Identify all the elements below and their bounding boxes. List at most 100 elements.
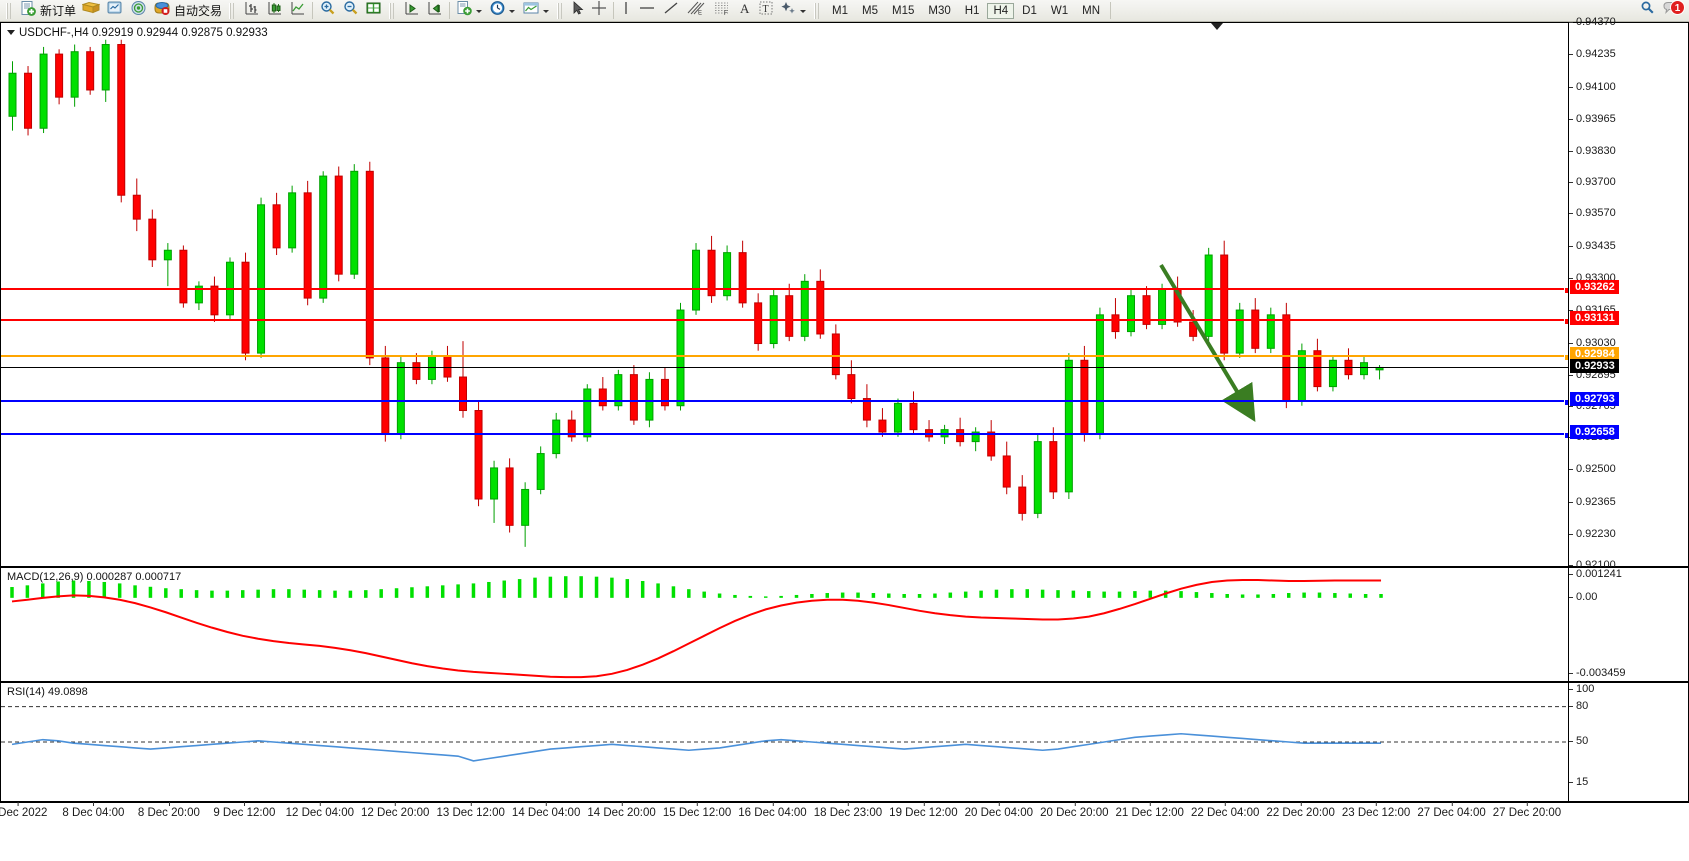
clock-icon [489, 0, 506, 21]
price-line-resistance[interactable] [1, 318, 1568, 326]
chart-end-button[interactable] [423, 1, 446, 21]
bar-chart-button[interactable] [240, 1, 263, 21]
trend-line-button[interactable] [659, 1, 683, 21]
templates-icon [522, 0, 540, 21]
macd-pane[interactable]: MACD(12,26,9) 0.000287 0.000717 0.001241… [0, 567, 1689, 682]
price-tag-support[interactable]: 0.92793 [1570, 392, 1619, 407]
price-tag-pivot[interactable]: 0.92984 [1570, 346, 1619, 361]
macd-plot[interactable] [1, 568, 1568, 681]
timeframe-group: M1 M5 M15 M30 H1 H4 D1 W1 MN [825, 2, 1107, 19]
chat-button[interactable]: 1 [1659, 0, 1685, 21]
rsi-plot[interactable] [1, 683, 1568, 801]
toolbar-grip-2[interactable] [229, 2, 237, 19]
chart-area[interactable]: USDCHF-,H4 0.92919 0.92944 0.92875 0.929… [0, 16, 1689, 861]
price-line-handle[interactable] [1564, 431, 1568, 439]
price-line-pivot[interactable] [1, 353, 1568, 361]
chevron-down-icon[interactable] [475, 2, 483, 20]
timeframe-d1[interactable]: D1 [1022, 4, 1037, 17]
price-tag-resistance[interactable]: 0.93262 [1570, 280, 1619, 295]
price-plot[interactable] [1, 23, 1568, 566]
price-line-handle[interactable] [1564, 353, 1568, 361]
search-button[interactable] [1636, 1, 1659, 21]
cursor-tool-button[interactable] [568, 1, 588, 21]
zoom-out-button[interactable] [339, 1, 362, 21]
timeframe-h1[interactable]: H1 [964, 4, 980, 17]
zoom-out-icon [342, 0, 359, 21]
rsi-tick: 15 [1569, 776, 1588, 788]
horizontal-line-icon [638, 0, 656, 21]
price-tag-support[interactable]: 0.92658 [1570, 424, 1619, 439]
time-tick: 12 Dec 04:00 [285, 802, 355, 819]
fibonacci-button[interactable]: F [709, 1, 735, 21]
timeframe-w1[interactable]: W1 [1050, 4, 1069, 17]
price-tag-current-price[interactable]: 0.92933 [1570, 358, 1619, 373]
time-tick: 22 Dec 04:00 [1190, 802, 1260, 819]
horizontal-line-button[interactable] [635, 1, 659, 21]
candle-chart-button[interactable] [263, 1, 286, 21]
price-tick: 0.93030 [1569, 337, 1616, 349]
equidistant-channel-button[interactable]: E [683, 1, 709, 21]
crosshair-tool-button[interactable] [588, 1, 610, 21]
text-button[interactable]: A [735, 1, 755, 21]
new-order-button[interactable]: 新订单 [17, 0, 79, 21]
price-line-handle[interactable] [1564, 287, 1568, 295]
add-indicator-icon [456, 0, 473, 21]
time-axis[interactable]: 7 Dec 2022 8 Dec 04:00 8 Dec 20:00 9 Dec 12… [0, 802, 1689, 825]
price-line-handle[interactable] [1564, 318, 1568, 326]
line-chart-button[interactable] [286, 1, 309, 21]
cursor-icon [571, 0, 585, 21]
time-tick: 27 Dec 04:00 [1417, 802, 1486, 819]
price-line-handle[interactable] [1564, 399, 1568, 407]
toolbar-grip-4[interactable] [557, 2, 565, 19]
toolbar-grip-5[interactable] [814, 2, 822, 19]
chevron-down-icon-3[interactable] [542, 2, 550, 20]
rsi-pane[interactable]: RSI(14) 49.0898 100 80 50 15 [0, 682, 1689, 802]
timeframe-m5[interactable]: M5 [862, 4, 878, 17]
price-axis[interactable]: 0.94370 0.94235 0.94100 0.93965 0.93830 0.937… [1568, 16, 1688, 571]
objects-button[interactable] [777, 1, 810, 21]
terminal-icon [106, 0, 124, 21]
rsi-axis[interactable]: 100 80 50 15 [1568, 683, 1688, 801]
auto-trading-button[interactable]: 自动交易 [150, 1, 225, 21]
price-tag-resistance[interactable]: 0.93131 [1570, 311, 1619, 326]
zoom-in-button[interactable] [316, 1, 339, 21]
price-line-support[interactable] [1, 399, 1568, 407]
period-button[interactable] [486, 1, 519, 21]
macd-axis[interactable]: 0.001241 0.00 -0.003459 [1568, 568, 1688, 681]
price-line-current-price[interactable] [1, 366, 1568, 368]
price-tick: 0.94235 [1569, 48, 1616, 60]
down-trend-arrow[interactable] [1, 23, 1568, 566]
toolbar-grip[interactable] [6, 2, 13, 19]
vertical-line-icon [620, 0, 632, 21]
templates-button[interactable] [519, 1, 553, 21]
price-line-resistance[interactable] [1, 287, 1568, 295]
toolbar-grip-3[interactable] [389, 2, 397, 19]
folder-button[interactable] [79, 1, 103, 21]
search-icon [1639, 0, 1656, 21]
chart-shift-button[interactable] [362, 1, 385, 21]
timeframe-mn[interactable]: MN [1082, 4, 1100, 17]
chevron-down-icon-2[interactable] [508, 2, 516, 20]
macd-tick: 0.00 [1569, 591, 1597, 603]
main-toolbar: 新订单 [0, 0, 1689, 22]
time-tick: 14 Dec 04:00 [511, 802, 581, 819]
timeframe-m1[interactable]: M1 [832, 4, 849, 17]
collapse-caret-icon[interactable] [7, 30, 15, 36]
timeframe-m30[interactable]: M30 [928, 4, 951, 17]
add-indicator-button[interactable] [453, 1, 486, 21]
price-pane[interactable]: USDCHF-,H4 0.92919 0.92944 0.92875 0.929… [0, 16, 1689, 571]
candlestick-series [8, 39, 1384, 547]
terminal-button[interactable] [103, 1, 127, 21]
signals-button[interactable] [127, 1, 150, 21]
price-tick: 0.93830 [1569, 145, 1616, 157]
text-label-button[interactable]: T [755, 1, 777, 21]
timeframe-h4[interactable]: H4 [987, 2, 1015, 19]
timeframe-m15[interactable]: M15 [892, 4, 915, 17]
rsi-tick: 80 [1569, 700, 1588, 712]
auto-scroll-button[interactable] [400, 1, 423, 21]
chevron-down-icon-4[interactable] [799, 2, 807, 20]
price-line-support[interactable] [1, 431, 1568, 439]
time-tick: 23 Dec 12:00 [1341, 802, 1411, 819]
vertical-line-button[interactable] [617, 1, 635, 21]
